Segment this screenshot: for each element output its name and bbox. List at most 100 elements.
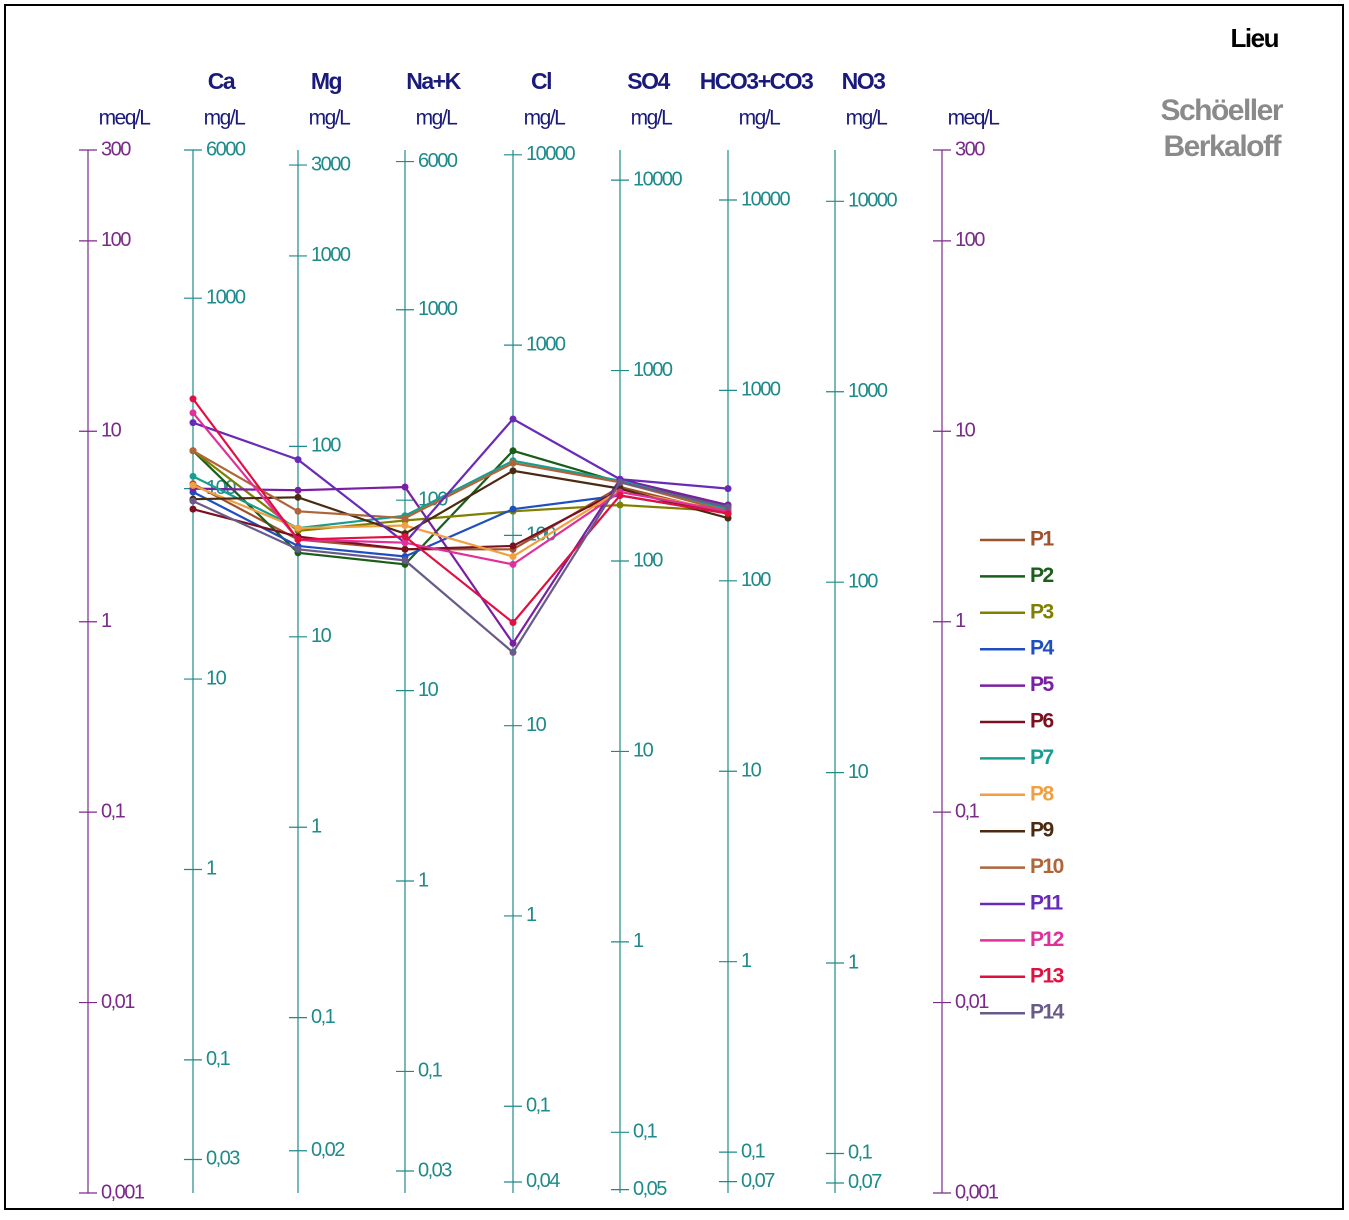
series-line <box>192 480 729 655</box>
y-tick-label: 10000 <box>526 143 575 165</box>
chart-title: Lieu <box>1231 23 1279 53</box>
axis-unit: mg/L <box>739 107 781 130</box>
column-header: Mg <box>311 68 342 94</box>
data-point <box>509 553 517 561</box>
axis-unit: mg/L <box>309 107 351 130</box>
y-tick-label: 100 <box>955 229 985 251</box>
data-point <box>189 481 197 489</box>
y-tick-label: 10 <box>633 740 654 762</box>
y-tick-label: 100 <box>741 569 771 591</box>
column-header: HCO3+CO3 <box>700 68 813 94</box>
legend-label: P11 <box>1030 892 1064 915</box>
axis-unit: mg/L <box>416 107 458 130</box>
legend-label: P2 <box>1030 564 1054 587</box>
y-tick-label: 0,1 <box>955 800 980 822</box>
y-tick-label: 0,07 <box>848 1171 882 1193</box>
data-point <box>509 459 517 467</box>
axis-unit: mg/L <box>204 107 246 130</box>
y-tick-label: 0,03 <box>418 1159 452 1181</box>
y-tick-label: 1 <box>526 904 537 926</box>
data-point <box>509 415 517 423</box>
y-tick-label: 6000 <box>206 138 246 160</box>
y-tick-label: 0,001 <box>101 1181 145 1203</box>
column-header: SO4 <box>627 68 670 94</box>
y-tick-label: 300 <box>101 138 131 160</box>
data-point <box>294 524 302 532</box>
data-point <box>294 493 302 501</box>
y-tick-label: 10 <box>955 420 976 442</box>
y-tick-label: 0,1 <box>741 1140 766 1162</box>
data-point <box>509 560 517 568</box>
y-tick-label: 1000 <box>741 379 781 401</box>
y-tick-label: 0,04 <box>526 1170 560 1192</box>
y-tick-label: 10 <box>311 625 332 647</box>
data-point <box>189 447 197 455</box>
subtitle: Schöeller <box>1160 94 1283 127</box>
legend-label: P5 <box>1030 673 1055 696</box>
y-tick-label: 1 <box>848 951 859 973</box>
y-tick-label: 0,1 <box>311 1006 336 1028</box>
column-header: Na+K <box>406 68 461 94</box>
axis-unit: meq/L <box>99 107 151 130</box>
axis-unit: mg/L <box>846 107 888 130</box>
y-tick-label: 10 <box>101 420 122 442</box>
data-point <box>509 648 517 656</box>
y-tick-label: 100 <box>633 549 663 571</box>
y-tick-label: 1000 <box>848 380 888 402</box>
y-tick-label: 10 <box>418 679 439 701</box>
y-tick-label: 0,01 <box>955 991 989 1013</box>
legend-label: P3 <box>1030 600 1054 623</box>
axis-unit: mg/L <box>524 107 566 130</box>
y-tick-label: 1000 <box>206 286 246 308</box>
data-point <box>616 478 624 486</box>
data-point <box>509 467 517 475</box>
data-point <box>509 505 517 513</box>
legend-label: P7 <box>1030 746 1054 769</box>
column-header: NO3 <box>842 68 886 94</box>
y-tick-label: 1 <box>741 950 752 972</box>
y-tick-label: 100 <box>848 570 878 592</box>
column-header: Ca <box>208 68 236 94</box>
data-point <box>509 639 517 647</box>
data-point <box>294 545 302 553</box>
column-header: Cl <box>531 68 551 94</box>
legend-label: P12 <box>1030 928 1064 951</box>
y-tick-label: 1 <box>955 610 966 632</box>
legend-label: P13 <box>1030 964 1064 987</box>
y-tick-label: 300 <box>955 138 985 160</box>
y-tick-label: 0,1 <box>206 1048 231 1070</box>
y-tick-label: 0,02 <box>311 1139 345 1161</box>
data-point <box>401 556 409 564</box>
y-tick-label: 0,001 <box>955 1181 999 1203</box>
y-tick-label: 100 <box>311 435 341 457</box>
y-tick-label: 1000 <box>418 298 458 320</box>
legend-label: P1 <box>1030 528 1055 551</box>
series-line <box>192 482 729 551</box>
data-point <box>189 395 197 403</box>
y-tick-label: 0,1 <box>101 800 126 822</box>
y-tick-label: 10 <box>206 667 227 689</box>
data-point <box>189 409 197 417</box>
data-point <box>401 533 409 541</box>
data-point <box>401 539 409 547</box>
y-tick-label: 1 <box>101 610 112 632</box>
y-tick-label: 100 <box>101 229 131 251</box>
y-tick-label: 1000 <box>311 244 351 266</box>
y-tick-label: 0,05 <box>633 1178 667 1200</box>
y-tick-label: 0,1 <box>418 1060 443 1082</box>
y-tick-label: 1000 <box>526 333 566 355</box>
data-point <box>509 542 517 550</box>
data-point <box>401 514 409 522</box>
subtitle: Berkaloff <box>1163 130 1282 163</box>
legend-label: P14 <box>1030 1001 1065 1024</box>
data-point <box>724 510 732 518</box>
data-point <box>401 522 409 530</box>
data-point <box>509 619 517 627</box>
data-point <box>401 545 409 553</box>
data-point <box>294 536 302 544</box>
data-point <box>724 503 732 511</box>
legend-label: P6 <box>1030 710 1054 733</box>
legend-label: P10 <box>1030 855 1064 878</box>
series-line <box>192 417 729 545</box>
series-line <box>192 398 729 625</box>
